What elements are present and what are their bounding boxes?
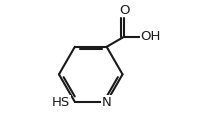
Text: O: O <box>119 4 130 17</box>
Text: N: N <box>102 96 111 109</box>
Text: OH: OH <box>140 30 161 43</box>
Text: HS: HS <box>52 96 70 109</box>
